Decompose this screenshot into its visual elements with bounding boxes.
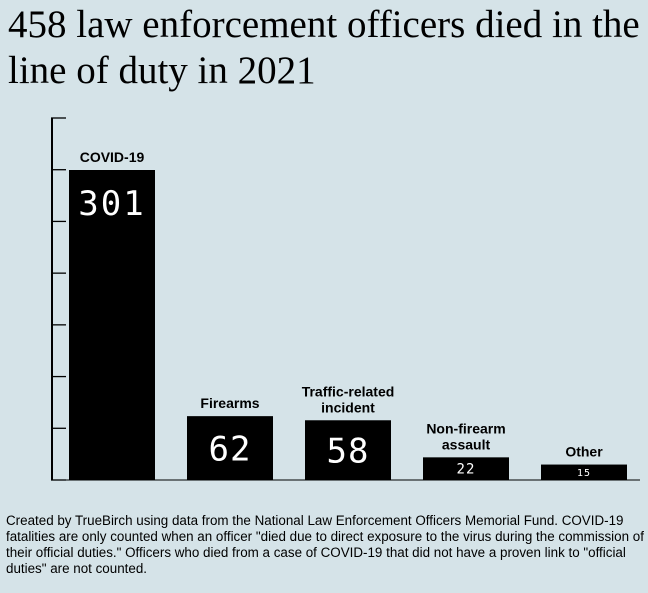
- bar-3: [305, 420, 391, 480]
- bar-chart: 301 COVID-19 62 Firearms 58 Traffic-relatedin…: [51, 117, 640, 481]
- bar-5: [541, 464, 627, 480]
- chart-title: 458 law enforcement officers died in the…: [8, 3, 640, 92]
- bar-value-label: 58: [327, 431, 370, 471]
- bar-2: [187, 416, 273, 480]
- category-label: Non-firearm: [426, 420, 505, 436]
- category-label: COVID-19: [80, 149, 145, 165]
- bar-value-label: 15: [577, 468, 591, 479]
- bar-value-label: 301: [78, 184, 145, 224]
- category-label: assault: [442, 436, 491, 452]
- category-label: incident: [321, 399, 375, 415]
- source-footnote: Created by TrueBirch using data from the…: [6, 513, 644, 576]
- bar-value-label: 22: [457, 462, 476, 478]
- category-label: Other: [565, 444, 603, 460]
- bar-1: [69, 170, 155, 480]
- bar-value-label: 62: [209, 429, 252, 469]
- category-label: Firearms: [200, 395, 259, 411]
- bar-4: [423, 457, 509, 480]
- category-label: Traffic-related: [302, 383, 395, 399]
